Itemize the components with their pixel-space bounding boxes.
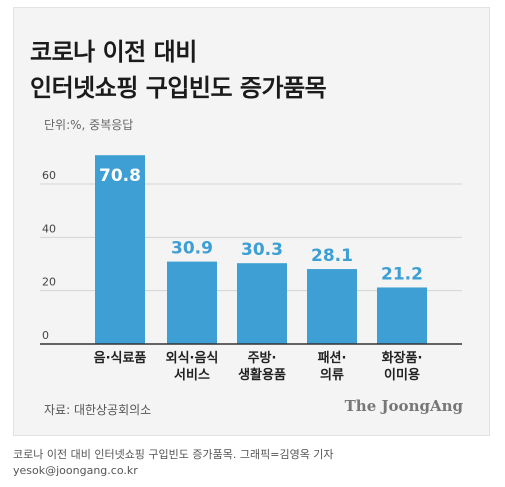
- data-label: 28.1: [311, 246, 353, 266]
- x-tick-label: 외식·음식: [166, 350, 219, 366]
- chart-title-line2: 인터넷쇼핑 구입빈도 증가품목: [30, 74, 327, 102]
- chart-card: [13, 7, 490, 436]
- x-tick-label: 의류: [320, 367, 344, 383]
- data-label: 21.2: [381, 264, 423, 284]
- x-tick-label: 생활용품: [238, 367, 286, 383]
- data-label: 70.8: [99, 166, 141, 186]
- y-tick-label: 0: [42, 329, 49, 342]
- bar: [237, 263, 287, 344]
- x-tick-label: 이미용: [384, 367, 420, 383]
- y-tick-label: 20: [42, 276, 56, 289]
- chart-title-line1: 코로나 이전 대비: [30, 38, 197, 66]
- bar: [95, 155, 145, 344]
- bar: [377, 287, 427, 344]
- source-note: 자료: 대한상공회의소: [44, 403, 152, 417]
- unit-note: 단위:%, 중복응답: [44, 118, 134, 132]
- x-tick-label: 화장품·: [382, 350, 423, 366]
- x-tick-label: 패션·: [318, 351, 347, 366]
- x-tick-label: 서비스: [174, 368, 210, 383]
- author-email: yesok@joongang.co.kr: [13, 464, 138, 477]
- x-tick-label: 주방·: [248, 350, 277, 366]
- bar: [167, 261, 217, 344]
- y-tick-label: 60: [42, 169, 56, 182]
- brand-logo: The JoongAng: [344, 397, 463, 415]
- data-label: 30.9: [171, 239, 213, 259]
- x-tick-label: 음·식료품: [94, 350, 147, 366]
- bar: [307, 269, 357, 344]
- data-label: 30.3: [241, 240, 283, 260]
- image-caption: 코로나 이전 대비 인터넷쇼핑 구입빈도 증가품목. 그래픽=김영옥 기자: [13, 448, 334, 461]
- y-tick-label: 40: [42, 222, 56, 235]
